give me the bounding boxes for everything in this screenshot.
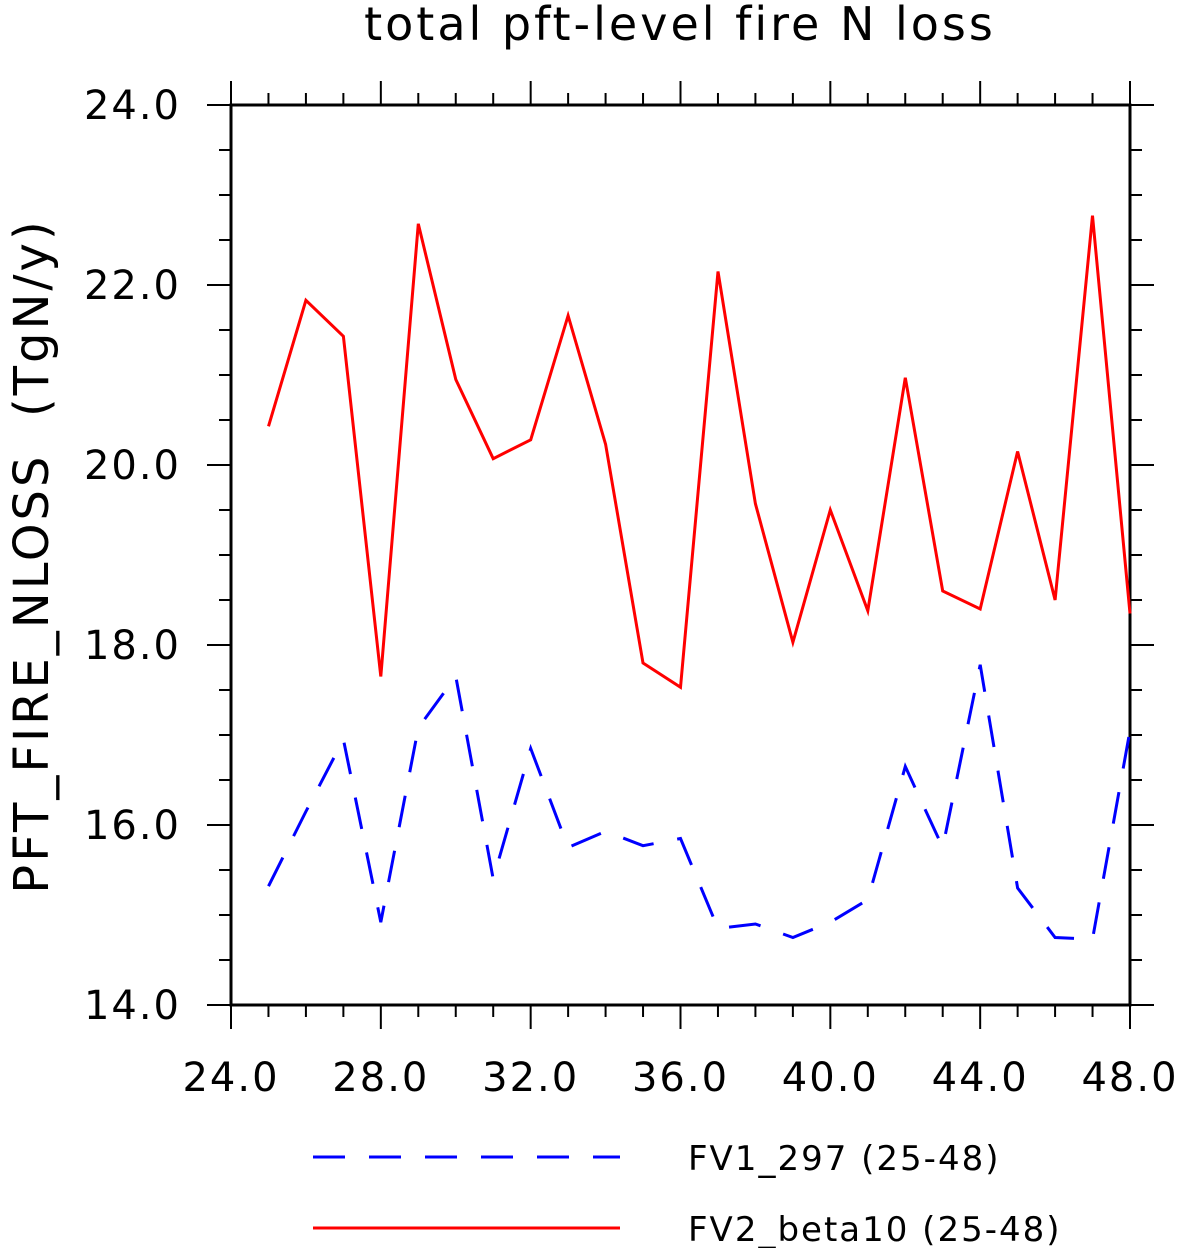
- series-line-1: [267, 664, 1132, 941]
- series-line-2: [267, 215, 1132, 690]
- plot-border: [229, 103, 1132, 1007]
- x-tick-label: 40.0: [782, 1055, 879, 1101]
- y-tick-label: 16.0: [84, 803, 181, 849]
- y-axis-label: PFT_FIRE_NLOSS (TgN/y): [4, 218, 60, 893]
- x-tick-label: 48.0: [1081, 1055, 1177, 1101]
- y-tick-label: 14.0: [84, 983, 181, 1029]
- chart-title: total pft-level fire N loss: [364, 0, 996, 51]
- legend-label-1: FV1_297 (25-48): [688, 1139, 1000, 1179]
- x-tick-label: 32.0: [482, 1055, 579, 1101]
- legend-label-2: FV2_beta10 (25-48): [688, 1210, 1062, 1248]
- y-tick-label: 18.0: [84, 623, 181, 669]
- x-tick-label: 24.0: [182, 1055, 279, 1101]
- x-tick-label: 44.0: [932, 1055, 1029, 1101]
- y-tick-label: 20.0: [84, 443, 181, 489]
- x-tick-label: 28.0: [332, 1055, 429, 1101]
- y-tick-label: 22.0: [84, 263, 181, 309]
- y-tick-label: 24.0: [84, 83, 181, 129]
- x-tick-label: 36.0: [632, 1055, 729, 1101]
